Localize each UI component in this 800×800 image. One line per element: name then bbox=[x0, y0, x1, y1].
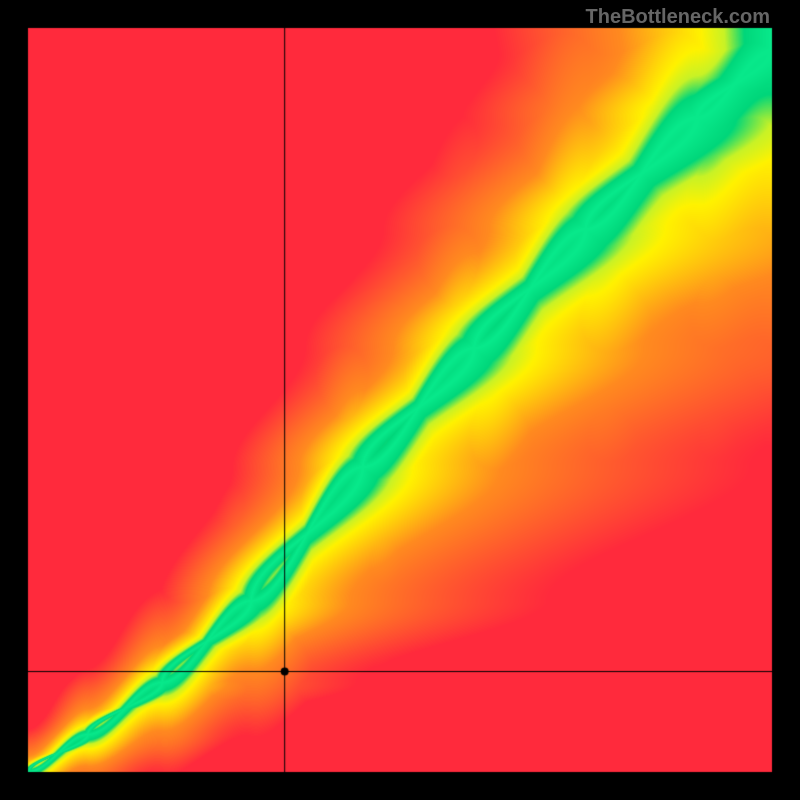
bottleneck-heatmap-canvas bbox=[0, 0, 800, 800]
chart-container: TheBottleneck.com bbox=[0, 0, 800, 800]
watermark-text: TheBottleneck.com bbox=[586, 6, 770, 29]
